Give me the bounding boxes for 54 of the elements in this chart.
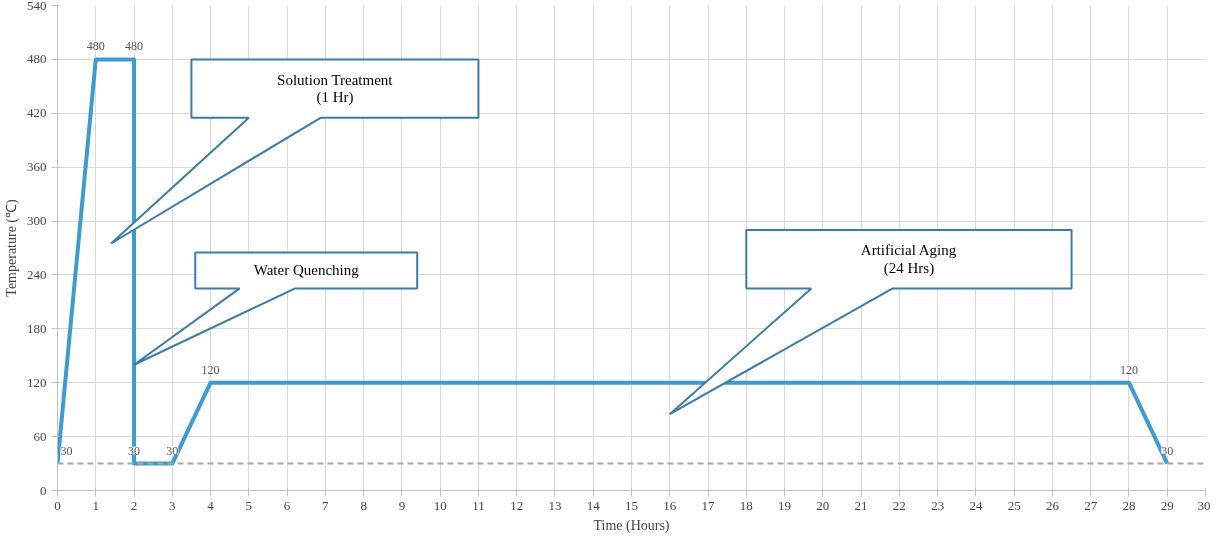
x-tick-label: 4 xyxy=(207,497,215,513)
annotation: Artificial Aging (24 Hrs) xyxy=(860,242,957,278)
y-tick-label: 240 xyxy=(27,266,47,282)
x-tick-label: 24 xyxy=(969,497,983,513)
x-tick-label: 23 xyxy=(931,497,945,513)
x-tick-label: 11 xyxy=(472,497,485,513)
data-label: 120 xyxy=(201,362,220,377)
y-tick-label: 180 xyxy=(27,320,47,336)
y-tick-label: 360 xyxy=(27,159,47,175)
x-tick-label: 14 xyxy=(586,497,601,513)
data-label: 480 xyxy=(86,39,105,54)
data-label: 120 xyxy=(1119,362,1138,377)
data-label: 30 xyxy=(128,443,141,458)
x-tick-label: 0 xyxy=(54,497,61,513)
x-tick-label: 13 xyxy=(548,497,562,513)
x-tick-label: 29 xyxy=(1160,497,1174,513)
x-tick-label: 9 xyxy=(398,497,406,513)
x-tick-label: 5 xyxy=(245,497,253,513)
x-tick-label: 28 xyxy=(1122,497,1136,513)
x-tick-label: 12 xyxy=(510,497,524,513)
y-axis-title: Temperature (℃) xyxy=(4,198,20,297)
x-tick-label: 25 xyxy=(1007,497,1021,513)
x-tick-label: 22 xyxy=(892,497,906,513)
data-label: 30 xyxy=(1161,443,1174,458)
annotation: Water Quenching xyxy=(253,262,360,279)
x-tick-label: 6 xyxy=(283,497,291,513)
y-tick-label: 300 xyxy=(27,213,47,229)
y-tick-label: 540 xyxy=(27,0,47,13)
x-axis-title: Time (Hours) xyxy=(593,517,670,534)
x-tick-label: 27 xyxy=(1084,497,1098,513)
x-tick-label: 20 xyxy=(816,497,830,513)
x-tick-label: 19 xyxy=(778,497,792,513)
x-tick-label: 3 xyxy=(169,497,176,513)
x-tick-label: 1 xyxy=(92,497,100,513)
x-tick-label: 2 xyxy=(130,497,138,513)
x-tick-label: 10 xyxy=(433,497,447,513)
annotation: Solution Treatment (1 Hr) xyxy=(277,71,394,107)
y-tick-label: 420 xyxy=(27,105,47,121)
x-tick-label: 15 xyxy=(625,497,638,513)
x-tick-label: 26 xyxy=(1045,497,1060,513)
data-label: 30 xyxy=(166,443,179,458)
y-tick-label: 480 xyxy=(27,51,47,67)
x-tick-label: 16 xyxy=(663,497,677,513)
data-label: 30 xyxy=(60,443,73,458)
y-tick-label: 120 xyxy=(27,374,47,390)
data-label: 480 xyxy=(125,39,144,54)
x-tick-label: 8 xyxy=(360,497,367,513)
y-tick-label: 60 xyxy=(33,428,47,444)
y-tick-label: 0 xyxy=(40,482,47,498)
x-tick-label: 18 xyxy=(739,497,753,513)
x-tick-label: 7 xyxy=(322,497,330,513)
x-tick-label: 17 xyxy=(701,497,716,513)
x-tick-label: 21 xyxy=(854,497,868,513)
x-tick-label: 30 xyxy=(1197,497,1211,513)
